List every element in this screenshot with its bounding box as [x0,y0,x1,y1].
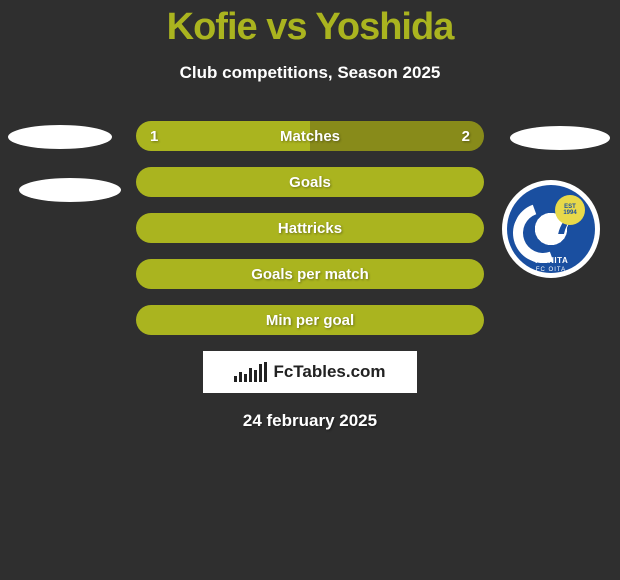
brand-text: FcTables.com [273,362,385,382]
stat-label: Min per goal [266,312,354,329]
stat-bar-mpg: Min per goal [136,305,484,335]
stat-right-value: 2 [462,128,470,145]
team-right-badge: 7 EST 1994 TRINITA FC OITA [502,180,600,278]
page-title: Kofie vs Yoshida [0,0,620,49]
stat-label: Goals per match [251,266,369,283]
stat-bar-matches: 1 Matches 2 [136,121,484,151]
stats-bars: 1 Matches 2 Goals Hattricks Goals per ma… [136,121,484,335]
brand-chart-icon [234,362,267,382]
badge-est: EST 1994 [555,195,585,225]
player-left-placeholder [8,125,112,149]
stat-bar-hattricks: Hattricks [136,213,484,243]
stat-left-value: 1 [150,128,158,145]
stat-bar-gpm: Goals per match [136,259,484,289]
subtitle: Club competitions, Season 2025 [0,63,620,83]
badge-sub: FC OITA [507,267,595,273]
team-left-placeholder [19,178,121,202]
stat-label: Matches [280,128,340,145]
player-right-placeholder [510,126,610,150]
stat-label: Goals [289,174,331,191]
brand-banner: FcTables.com [203,351,417,393]
date-text: 24 february 2025 [0,411,620,431]
stat-bar-goals: Goals [136,167,484,197]
stat-label: Hattricks [278,220,342,237]
badge-name: TRINITA [507,256,595,265]
